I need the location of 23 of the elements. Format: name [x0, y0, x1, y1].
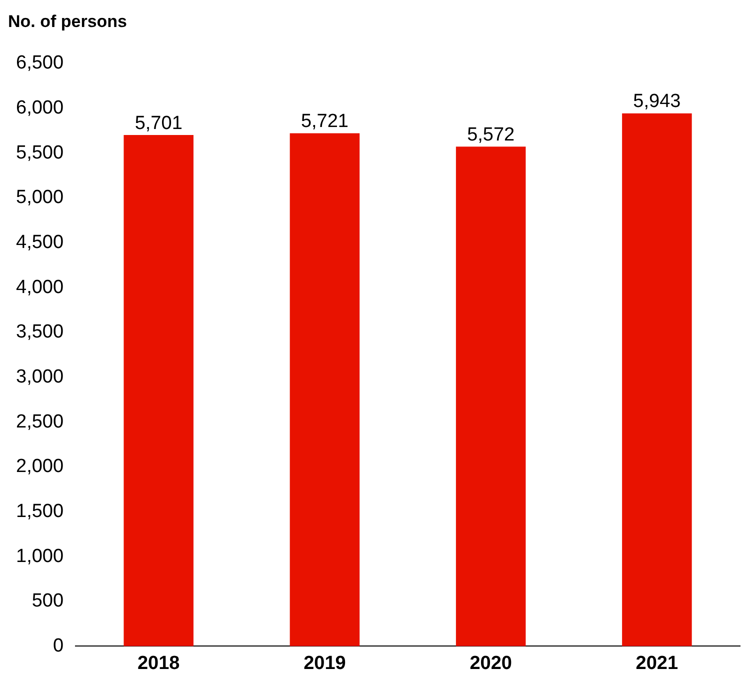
x-tick-label: 2018: [137, 652, 180, 674]
y-tick-label: 1,500: [16, 500, 64, 522]
x-tick-label: 2020: [470, 652, 512, 674]
y-tick-label: 4,500: [16, 232, 64, 253]
data-label: 5,721: [300, 110, 348, 132]
y-tick-label: 5,000: [16, 187, 64, 208]
y-tick-label: 5,500: [16, 142, 64, 164]
x-tick-label: 2019: [304, 652, 346, 674]
y-tick-label: 6,500: [16, 52, 64, 74]
data-label: 5,701: [134, 112, 182, 134]
y-tick-label: 2,500: [16, 411, 64, 432]
y-tick-label: 6,000: [16, 97, 64, 118]
y-tick-label: 500: [32, 590, 64, 612]
y-tick-label: 3,000: [16, 366, 64, 388]
y-tick-label: 0: [52, 635, 64, 656]
y-tick-label: 2,000: [16, 456, 64, 478]
x-tick-label: 2021: [636, 652, 679, 674]
y-tick-label: 4,000: [16, 276, 64, 298]
y-tick-label: 3,500: [16, 322, 64, 343]
y-axis-title: No. of persons: [8, 12, 128, 32]
data-label: 5,572: [467, 124, 515, 146]
y-tick-label: 1,000: [16, 546, 64, 567]
data-label: 5,943: [633, 91, 681, 112]
